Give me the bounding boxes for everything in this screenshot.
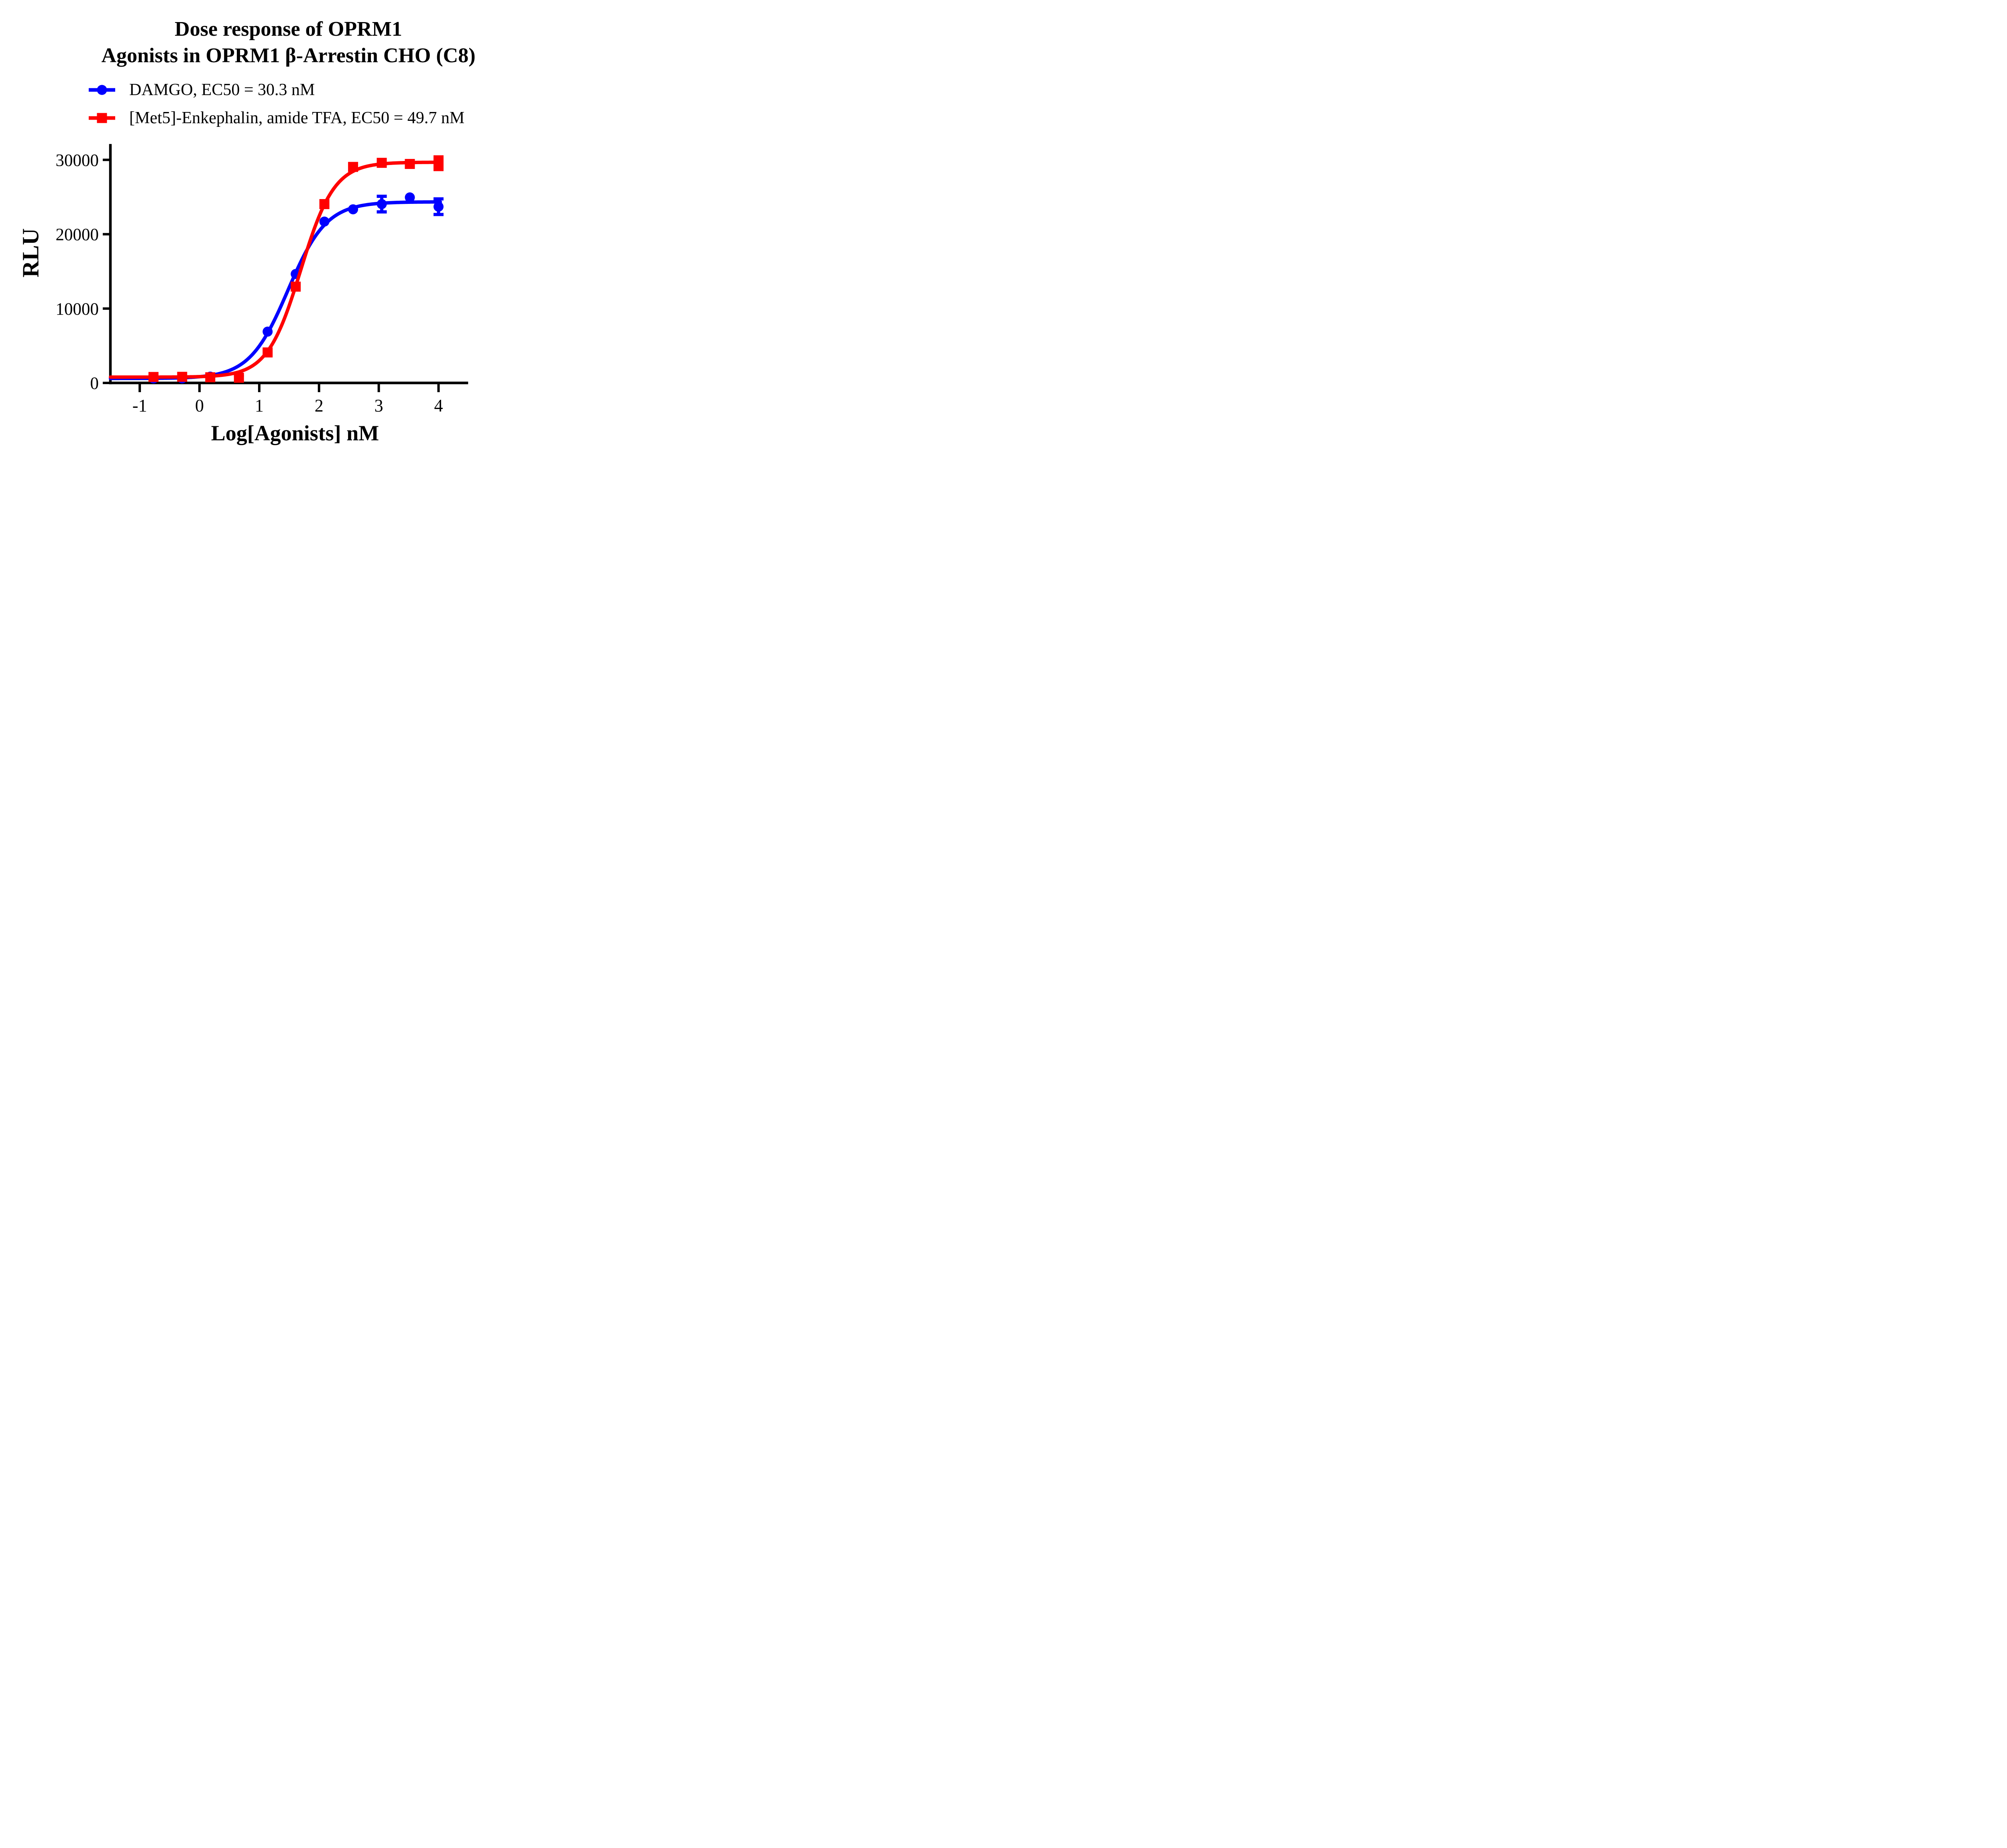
dose-response-figure: Dose response of OPRM1 Agonists in OPRM1… <box>0 0 545 462</box>
met5-enkephalin-square-marker-icon <box>89 113 115 123</box>
met5-enkephalin-data-point <box>291 281 301 292</box>
met5-enkephalin-fit-curve <box>108 161 442 379</box>
met5-enkephalin-data-point <box>348 162 358 172</box>
legend-item-met5-enkephalin: [Met5]-Enkephalin, amide TFA, EC50 = 49.… <box>89 104 464 132</box>
damgo-data-point <box>319 216 330 227</box>
damgo-fit-curve <box>108 200 442 381</box>
met5-enkephalin-data-point <box>148 372 159 382</box>
met5-enkephalin-data-point <box>319 199 330 209</box>
x-tick-label: 0 <box>195 396 204 415</box>
y-tick-label: 0 <box>90 374 99 393</box>
y-axis-title: RLU <box>17 228 44 278</box>
x-tick-label: 4 <box>434 396 443 415</box>
met5-enkephalin-data-point <box>234 372 244 383</box>
legend-label-damgo: DAMGO, EC50 = 30.3 nM <box>129 81 315 99</box>
damgo-data-point <box>348 204 358 214</box>
x-tick-label: 2 <box>315 396 324 415</box>
damgo-data-point <box>377 199 387 209</box>
x-tick-label: 3 <box>375 396 383 415</box>
x-tick-label: 1 <box>255 396 264 415</box>
damgo-data-point <box>405 192 415 203</box>
x-tick-label: -1 <box>132 396 147 415</box>
y-tick-label: 10000 <box>56 300 99 319</box>
legend: DAMGO, EC50 = 30.3 nM [Met5]-Enkephalin,… <box>89 76 464 132</box>
chart-title-line2: Agonists in OPRM1 β-Arrestin CHO (C8) <box>101 44 476 67</box>
met5-enkephalin-data-point <box>263 347 273 358</box>
y-tick-label: 30000 <box>56 151 99 170</box>
legend-label-met5-enkephalin: [Met5]-Enkephalin, amide TFA, EC50 = 49.… <box>129 109 465 127</box>
damgo-data-point <box>434 201 444 212</box>
dose-response-plot: 0 10000 20000 30000 -1 0 1 2 3 4 <box>56 144 468 415</box>
met5-enkephalin-data-point <box>377 158 387 168</box>
chart-title: Dose response of OPRM1 Agonists in OPRM1… <box>32 16 545 69</box>
damgo-circle-marker-icon <box>89 85 115 95</box>
met5-enkephalin-data-point <box>405 159 415 169</box>
x-axis-title: Log[Agonists] nM <box>211 421 379 445</box>
chart-title-line1: Dose response of OPRM1 <box>175 18 402 41</box>
met5-enkephalin-data-point <box>205 372 216 383</box>
damgo-data-point <box>263 326 273 337</box>
y-tick-label: 20000 <box>56 226 99 244</box>
met5-enkephalin-data-point <box>434 158 444 169</box>
met5-enkephalin-data-point <box>177 372 187 382</box>
legend-item-damgo: DAMGO, EC50 = 30.3 nM <box>89 76 464 104</box>
